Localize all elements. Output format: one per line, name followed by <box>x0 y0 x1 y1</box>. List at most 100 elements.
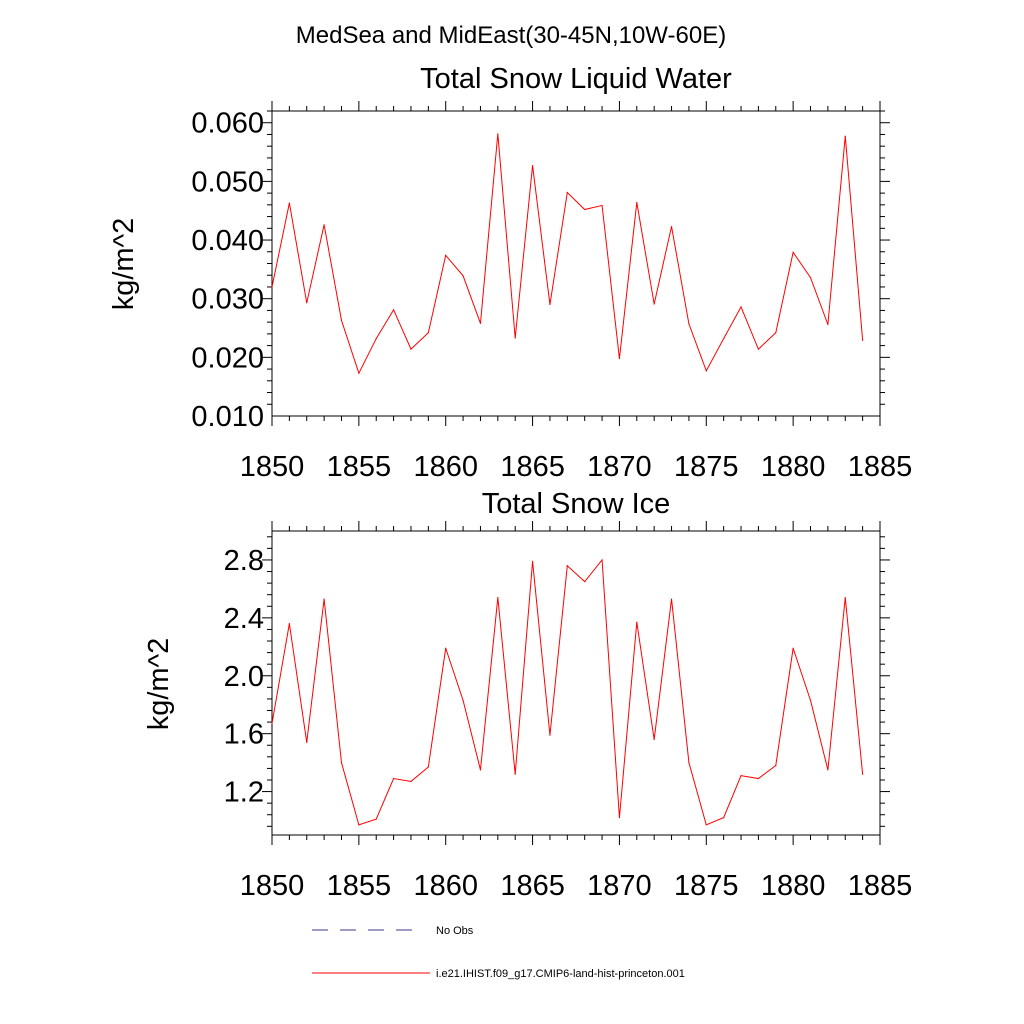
series-line <box>271 133 864 375</box>
x-tick-label: 1855 <box>327 870 392 902</box>
data-point <box>809 699 812 701</box>
data-point <box>410 348 412 350</box>
data-point <box>584 208 586 211</box>
data-point <box>809 276 812 279</box>
x-tick-label: 1860 <box>413 870 478 902</box>
chart-title: Total Snow Ice <box>482 488 671 520</box>
x-tick-label: 1860 <box>413 451 478 483</box>
data-point <box>514 337 516 339</box>
x-tick-label: 1875 <box>674 870 739 902</box>
x-tick-label: 1850 <box>240 451 305 483</box>
data-point <box>340 762 343 764</box>
data-point <box>792 251 794 253</box>
data-point <box>479 769 482 771</box>
data-point <box>618 357 621 360</box>
y-tick-label: 2.4 <box>224 603 264 635</box>
y-tick-label: 1.6 <box>224 719 264 751</box>
data-point <box>271 722 273 725</box>
x-tick-label: 1885 <box>848 870 913 902</box>
data-point <box>410 780 412 783</box>
x-tick-label: 1880 <box>761 451 826 483</box>
series-line <box>271 558 864 826</box>
data-point <box>757 348 760 350</box>
data-point <box>670 225 673 228</box>
legend-label-model: i.e21.IHIST.f09_g17.CMIP6-land-hist-prin… <box>436 968 685 980</box>
data-point <box>288 623 290 625</box>
data-point <box>862 773 864 775</box>
data-point <box>427 766 429 768</box>
data-point <box>479 322 482 324</box>
data-point <box>636 621 638 623</box>
plot-frame <box>271 530 881 836</box>
data-point <box>792 647 794 649</box>
data-point <box>705 824 707 826</box>
data-point <box>445 254 447 256</box>
data-point <box>723 337 725 340</box>
x-tick-label: 1885 <box>848 451 913 483</box>
data-point <box>375 818 377 820</box>
data-point <box>844 135 846 137</box>
data-point <box>601 559 603 561</box>
data-point <box>323 224 325 226</box>
data-point <box>340 319 343 321</box>
data-point <box>601 204 603 207</box>
x-tick-label: 1870 <box>587 870 652 902</box>
x-tick-label: 1880 <box>761 870 826 902</box>
data-point <box>827 769 829 771</box>
data-point <box>862 339 864 341</box>
panel-snow-ice: Total Snow Ice kg/m^2 1850 1855 1860 1865 1870… <box>143 488 912 902</box>
data-point <box>618 817 621 819</box>
data-point <box>288 202 290 204</box>
y-tick-label: 0.060 <box>191 108 264 140</box>
data-point <box>514 773 516 775</box>
data-point <box>566 565 568 567</box>
data-point <box>584 581 586 583</box>
data-point <box>393 309 395 311</box>
data-point <box>688 762 690 764</box>
x-tick-label: 1865 <box>500 870 565 902</box>
plot-frame <box>271 110 881 417</box>
data-point <box>462 275 464 277</box>
data-point <box>306 302 308 304</box>
x-tick-label: 1870 <box>587 451 652 483</box>
legend-label-no-obs: No Obs <box>436 925 474 937</box>
data-point <box>531 560 534 563</box>
data-point <box>306 741 308 743</box>
data-point <box>688 323 690 325</box>
x-tick-label: 1865 <box>500 451 565 483</box>
data-point <box>670 598 673 600</box>
y-tick-label: 2.8 <box>224 545 264 577</box>
data-point <box>653 303 655 305</box>
y-axis-label: kg/m^2 <box>108 218 140 311</box>
data-point <box>358 372 360 374</box>
panel-snow-liquid-water: Total Snow Liquid Water kg/m^2 1850 1855 186… <box>108 63 912 483</box>
data-point <box>497 133 499 135</box>
data-point <box>757 777 760 780</box>
data-point <box>636 201 638 204</box>
data-point <box>740 306 742 308</box>
y-tick-label: 0.050 <box>191 166 264 198</box>
data-point <box>271 286 273 288</box>
data-point <box>497 596 499 599</box>
data-point <box>549 734 551 736</box>
data-point <box>566 191 568 194</box>
data-point <box>358 824 360 826</box>
data-point <box>844 596 846 599</box>
y-axis-label: kg/m^2 <box>143 638 175 731</box>
data-point <box>531 164 534 167</box>
x-tick-label: 1875 <box>674 451 739 483</box>
chart-title: Total Snow Liquid Water <box>420 63 732 95</box>
data-point <box>740 775 742 777</box>
data-point <box>827 323 829 326</box>
x-tick-label: 1850 <box>240 870 305 902</box>
x-tick-label: 1855 <box>327 451 392 483</box>
data-point <box>705 370 707 372</box>
legend: No Obs i.e21.IHIST.f09_g17.CMIP6-land-hi… <box>312 925 685 980</box>
y-tick-label: 0.020 <box>191 342 264 374</box>
figure-suptitle: MedSea and MidEast(30-45N,10W-60E) <box>296 22 726 49</box>
data-point <box>462 699 464 701</box>
data-point <box>323 598 325 600</box>
data-point <box>653 738 655 741</box>
data-point <box>375 337 377 340</box>
